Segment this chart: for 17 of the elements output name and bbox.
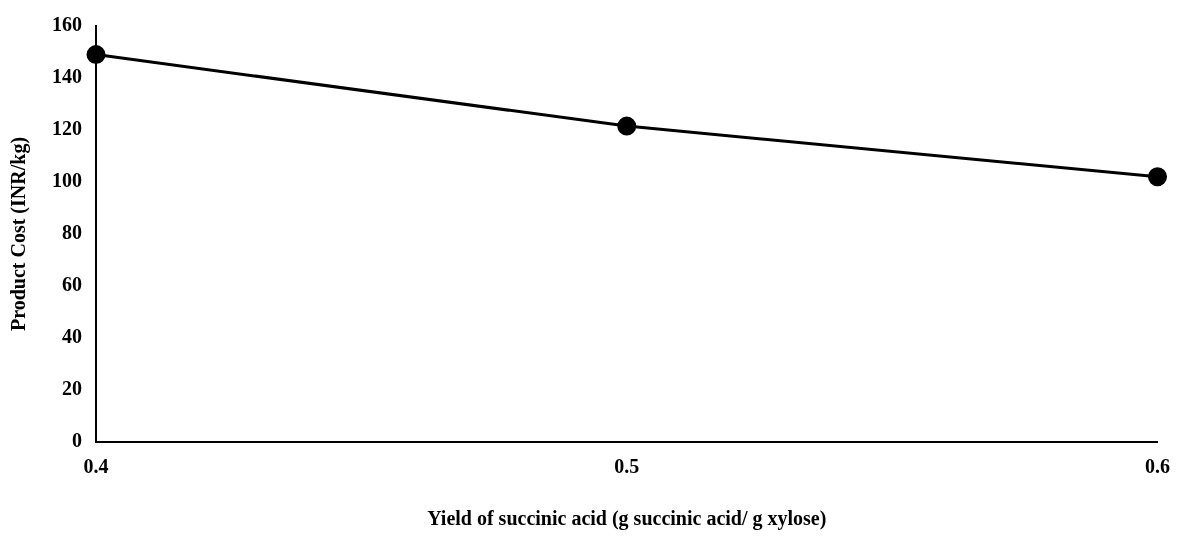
x-axis-title: Yield of succinic acid (g succinic acid/ g xylose) <box>427 507 827 531</box>
point <box>1148 167 1167 187</box>
y-tick-label: 0 <box>72 429 82 452</box>
y-tick-label: 80 <box>62 221 82 244</box>
point <box>86 45 106 65</box>
y-tick-label: 20 <box>62 377 82 400</box>
y-tick-label: 100 <box>52 169 82 192</box>
x-tick-label: 0.6 <box>1145 455 1170 478</box>
y-tick-label: 140 <box>52 65 82 88</box>
y-tick-label: 60 <box>62 273 82 296</box>
y-tick-label: 160 <box>52 13 82 36</box>
y-axis-title: Product Cost (INR/kg) <box>7 136 31 332</box>
x-tick-label: 0.4 <box>83 455 109 478</box>
y-tick-label: 120 <box>52 117 82 140</box>
point <box>617 116 637 136</box>
x-tick-label: 0.5 <box>614 455 640 478</box>
y-tick-label: 40 <box>62 325 82 348</box>
